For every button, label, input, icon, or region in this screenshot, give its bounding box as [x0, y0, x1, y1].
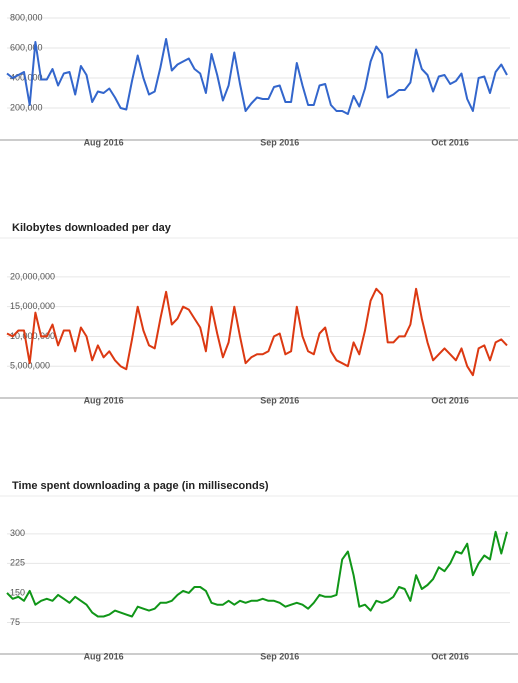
y-tick-label: 600,000	[10, 42, 43, 52]
series-line	[6, 530, 508, 618]
y-tick-label: 300	[10, 528, 25, 538]
chart-title: Kilobytes downloaded per day	[12, 222, 172, 234]
series-line	[6, 38, 508, 115]
y-tick-label: 400,000	[10, 72, 43, 82]
y-tick-label: 5,000,000	[10, 361, 50, 371]
x-tick-label: Sep 2016	[260, 651, 299, 661]
y-tick-label: 75	[10, 617, 20, 627]
x-tick-label: Aug 2016	[84, 651, 124, 661]
y-tick-label: 800,000	[10, 12, 43, 22]
series-line	[6, 287, 508, 377]
y-tick-label: 20,000,000	[10, 271, 55, 281]
x-tick-label: Oct 2016	[431, 651, 469, 661]
chart-title: Time spent downloading a page (in millis…	[12, 480, 269, 492]
y-tick-label: 150	[10, 587, 25, 597]
x-tick-label: Sep 2016	[260, 395, 299, 405]
y-tick-label: 15,000,000	[10, 301, 55, 311]
x-tick-label: Oct 2016	[431, 137, 469, 147]
y-tick-label: 200,000	[10, 102, 43, 112]
x-tick-label: Oct 2016	[431, 395, 469, 405]
x-tick-label: Sep 2016	[260, 137, 299, 147]
x-tick-label: Aug 2016	[84, 137, 124, 147]
x-tick-label: Aug 2016	[84, 395, 124, 405]
y-tick-label: 225	[10, 558, 25, 568]
